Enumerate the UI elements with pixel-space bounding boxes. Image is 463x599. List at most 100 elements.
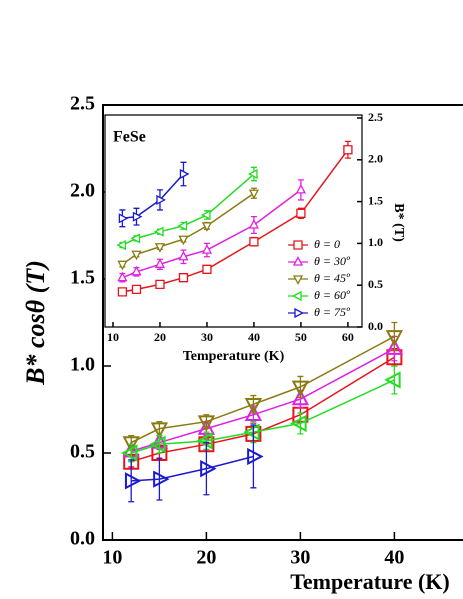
data-point bbox=[196, 432, 213, 450]
series-line bbox=[130, 335, 395, 444]
data-point bbox=[343, 145, 353, 155]
data-point bbox=[291, 380, 310, 398]
x-tick-label: 10 bbox=[102, 547, 122, 569]
data-point bbox=[178, 273, 189, 283]
x-tick-label: 40 bbox=[384, 547, 404, 569]
error-bar bbox=[250, 424, 257, 489]
series-line bbox=[130, 379, 395, 454]
data-point bbox=[131, 265, 142, 276]
y-tick-label: 1.0 bbox=[70, 354, 95, 376]
legend-label: θ = 75º bbox=[314, 305, 350, 319]
error-bar bbox=[203, 441, 210, 496]
data-point bbox=[249, 237, 259, 247]
annotation: FeSe bbox=[113, 129, 146, 146]
legend-label: θ = 45º bbox=[314, 271, 350, 285]
series-line bbox=[131, 455, 254, 482]
y-tick-label: 2.5 bbox=[70, 93, 95, 115]
data-point bbox=[291, 388, 310, 406]
error-bar bbox=[156, 434, 163, 454]
y-tick-label: 0.5 bbox=[368, 277, 383, 291]
y-tick-label: 1.5 bbox=[368, 193, 383, 207]
legend-marker bbox=[292, 256, 304, 266]
x-axis-label: Temperature (K) bbox=[183, 349, 285, 364]
series-line bbox=[130, 356, 395, 463]
legend-marker bbox=[292, 290, 302, 302]
data-point bbox=[295, 183, 306, 194]
y-tick-label: 0.5 bbox=[70, 441, 95, 463]
y-tick-label: 2.0 bbox=[368, 152, 383, 166]
data-point bbox=[121, 444, 138, 462]
y-tick-label: 0.0 bbox=[70, 528, 95, 550]
data-point bbox=[153, 470, 170, 488]
data-point bbox=[244, 404, 263, 421]
data-point bbox=[149, 435, 166, 453]
x-tick-label: 40 bbox=[248, 330, 260, 344]
data-point bbox=[290, 414, 307, 433]
data-point bbox=[117, 271, 128, 282]
data-point bbox=[117, 287, 128, 297]
data-point bbox=[151, 445, 168, 461]
data-point bbox=[201, 222, 213, 232]
data-point bbox=[132, 211, 143, 222]
error-bar bbox=[156, 457, 163, 501]
x-axis-label: Temperature (K) bbox=[290, 569, 449, 594]
x-tick-label: 20 bbox=[154, 330, 166, 344]
legend-marker bbox=[294, 307, 304, 319]
inset-background bbox=[105, 115, 362, 327]
y-axis-label: B* (T) bbox=[391, 203, 406, 242]
x-tick-label: 50 bbox=[295, 330, 307, 344]
data-point bbox=[117, 260, 128, 271]
data-point bbox=[247, 447, 264, 466]
legend-label: θ = 0 bbox=[314, 237, 340, 251]
axis-frame bbox=[102, 104, 463, 541]
data-point bbox=[202, 264, 212, 274]
data-point bbox=[243, 423, 260, 441]
data-point bbox=[244, 398, 263, 415]
x-tick-label: 30 bbox=[201, 330, 213, 344]
y-tick-label: 1.0 bbox=[368, 235, 383, 249]
data-point bbox=[197, 415, 216, 432]
x-tick-label: 10 bbox=[107, 330, 119, 344]
legend-marker bbox=[292, 275, 304, 285]
data-point bbox=[177, 220, 188, 231]
series-line bbox=[121, 192, 255, 265]
data-point bbox=[155, 279, 165, 290]
y-axis-label: B* cosθ (T) bbox=[21, 260, 50, 386]
data-point bbox=[118, 213, 129, 224]
data-point bbox=[179, 168, 190, 180]
y-tick-label: 2.0 bbox=[70, 180, 95, 202]
legend-marker bbox=[293, 240, 303, 250]
legend-label: θ = 60º bbox=[314, 288, 350, 302]
data-point bbox=[384, 371, 401, 389]
data-point bbox=[385, 330, 404, 347]
data-point bbox=[200, 209, 211, 221]
y-tick-label: 2.5 bbox=[368, 110, 383, 124]
x-tick-label: 60 bbox=[342, 330, 354, 344]
data-point bbox=[131, 284, 142, 295]
data-point bbox=[122, 436, 140, 453]
data-point bbox=[248, 219, 260, 229]
data-point bbox=[124, 472, 142, 490]
y-tick-label: 1.5 bbox=[70, 267, 95, 289]
data-point bbox=[116, 239, 127, 251]
data-point bbox=[200, 460, 217, 478]
data-point bbox=[153, 226, 164, 237]
data-point bbox=[247, 168, 258, 180]
x-tick-label: 30 bbox=[290, 547, 310, 569]
error-bar bbox=[128, 459, 135, 503]
data-point bbox=[150, 422, 169, 439]
data-point bbox=[198, 436, 215, 453]
x-tick-label: 20 bbox=[196, 547, 216, 569]
error-bar bbox=[391, 365, 398, 395]
data-point bbox=[178, 250, 189, 261]
data-point bbox=[385, 338, 404, 355]
data-point bbox=[201, 244, 213, 254]
y-tick-label: 0.0 bbox=[368, 319, 383, 333]
data-point bbox=[123, 453, 140, 470]
data-point bbox=[130, 233, 141, 244]
error-bar bbox=[297, 412, 304, 435]
data-point bbox=[131, 250, 142, 261]
data-point bbox=[154, 258, 166, 268]
series-line bbox=[122, 173, 185, 220]
